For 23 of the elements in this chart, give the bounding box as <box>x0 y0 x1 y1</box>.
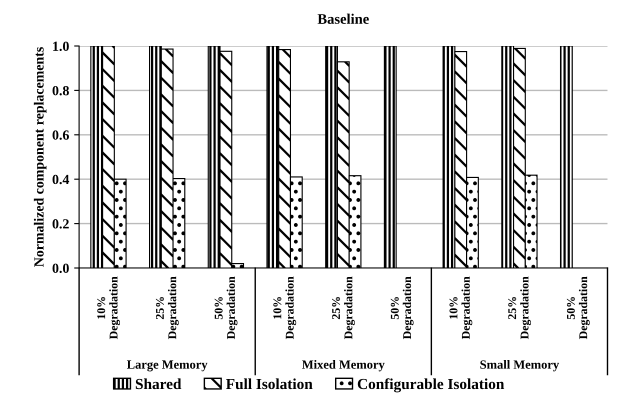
x-tick-label: 25% Degradation <box>332 276 355 340</box>
y-tick-label: 0.2 <box>52 219 69 229</box>
y-tick-label: 0.0 <box>52 264 69 274</box>
x-tick-label: 10% Degradation <box>97 276 120 340</box>
legend-label: Full Isolation <box>226 378 313 390</box>
x-tick-label: 50% Degradation <box>566 276 590 340</box>
x-tick-label: 10% Degradation <box>449 276 472 340</box>
x-tick-label: 10% Degradation <box>273 276 296 340</box>
text: Small Memory <box>480 360 560 372</box>
y-axis-title: Normalized component replacements <box>34 47 46 267</box>
legend-label: Configurable Isolation <box>358 378 504 392</box>
y-tick-label: 0.8 <box>52 86 69 96</box>
y-tick-label: 0.4 <box>52 174 70 184</box>
text: Large Memory <box>126 360 208 372</box>
legend-label: Shared <box>136 378 182 390</box>
x-tick-label: 25% Degradation <box>156 276 179 340</box>
x-tick-label: 50% Degradation <box>390 276 414 340</box>
x-tick-label: 50% Degradation <box>214 276 238 340</box>
y-tick-label: 1.0 <box>53 42 69 52</box>
text: Mixed Memory <box>302 360 385 372</box>
chart-title: Baseline <box>318 14 369 24</box>
y-tick-label: 0.6 <box>52 130 69 140</box>
x-tick-label: 25% Degradation <box>508 276 531 340</box>
